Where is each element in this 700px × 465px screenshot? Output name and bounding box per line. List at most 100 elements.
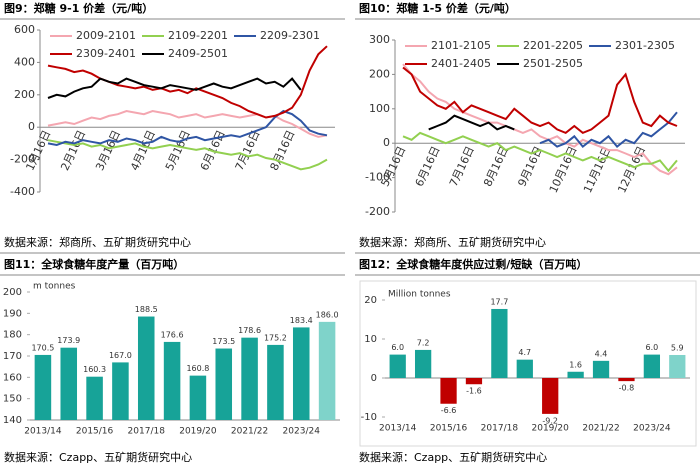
value-label: 4.4: [595, 349, 608, 358]
x-tick-label: 2017/18: [128, 427, 166, 437]
value-label: 160.3: [83, 365, 106, 374]
y-tick-label: -100: [365, 171, 390, 184]
legend-label: 2501-2505: [523, 57, 583, 70]
x-tick-label: 6月16日: [413, 144, 443, 188]
legend-label: 2209-2301: [260, 29, 320, 42]
x-tick-label: 1月16日: [23, 128, 53, 172]
bar: [618, 378, 635, 382]
x-tick-label: 2015/16: [76, 427, 114, 437]
y-tick-label: 300: [369, 33, 390, 46]
x-tick-label: 3月16日: [93, 128, 123, 172]
x-tick-label: 2月16日: [58, 128, 88, 172]
series-line: [402, 63, 678, 176]
bar: [491, 308, 508, 378]
y-tick-label: -10: [361, 412, 377, 423]
x-tick-label: 7月16日: [447, 144, 477, 188]
bar: [440, 378, 457, 404]
x-tick-label: 2013/14: [379, 424, 417, 434]
y-tick-label: 200: [369, 67, 390, 80]
y-tick-label: 20: [364, 295, 377, 306]
value-label: 178.6: [238, 326, 261, 335]
bar: [669, 354, 686, 378]
x-tick-label: 2021/22: [582, 424, 619, 434]
y-tick-label: 190: [3, 308, 22, 319]
bar: [86, 376, 103, 420]
legend-label: 2309-2401: [76, 47, 136, 60]
x-tick-label: 2015/16: [430, 424, 468, 434]
chart-title: 图10：郑糖 1-5 价差（元/吨）: [359, 1, 516, 15]
value-label: 175.2: [264, 333, 287, 342]
source-note: 数据来源：Czapp、五矿期货研究中心: [359, 450, 547, 464]
x-tick-label: 2023/24: [633, 424, 671, 434]
bar: [643, 354, 661, 378]
legend-label: 2201-2205: [523, 39, 583, 52]
x-tick-label: 2021/22: [231, 427, 268, 437]
y-tick-label: 0: [28, 120, 35, 133]
value-label: -0.8: [619, 384, 635, 393]
y-tick-label: -400: [10, 185, 35, 198]
bar: [567, 371, 584, 378]
value-label: 173.5: [212, 337, 235, 346]
value-label: 170.5: [31, 343, 54, 352]
bar: [215, 348, 233, 420]
series-line: [402, 66, 678, 135]
bar: [318, 321, 336, 420]
bar: [60, 347, 78, 420]
y-tick-label: 200: [14, 88, 35, 101]
y-tick-label: 100: [369, 102, 390, 115]
x-tick-label: 10月16日: [547, 144, 580, 195]
series-line: [539, 111, 678, 148]
y-tick-label: -200: [10, 153, 35, 166]
bar: [542, 378, 559, 414]
source-note: 数据来源：郑商所、五矿期货研究中心: [359, 235, 546, 249]
value-label: 176.6: [161, 330, 184, 339]
chart-title: 图11：全球食糖年度产量（百万吨）: [4, 257, 184, 271]
value-label: -1.6: [466, 387, 482, 396]
series-line: [402, 131, 678, 173]
value-label: 160.8: [186, 364, 209, 373]
value-label: 188.5: [135, 305, 158, 314]
bar: [112, 362, 129, 420]
unit-label: Million tonnes: [388, 290, 451, 300]
unit-label: m tonnes: [33, 282, 76, 292]
x-tick-label: 4月16日: [128, 128, 158, 172]
y-tick-label: 0: [371, 373, 377, 384]
value-label: 6.0: [646, 343, 659, 352]
legend-label: 2401-2405: [431, 57, 491, 70]
bar: [465, 378, 483, 385]
chart-title: 图12：全球食糖年度供应过剩/短缺（百万吨）: [359, 257, 587, 271]
x-tick-label: 2017/18: [481, 424, 519, 434]
bar: [34, 354, 52, 420]
source-note: 数据来源：Czapp、五矿期货研究中心: [4, 450, 192, 464]
value-label: 167.0: [109, 351, 132, 360]
value-label: 7.2: [417, 338, 430, 347]
legend-label: 2009-2101: [76, 29, 136, 42]
bar: [516, 359, 533, 378]
bar: [414, 349, 432, 378]
y-tick-label: 150: [3, 394, 22, 405]
y-tick-label: 140: [3, 415, 22, 426]
value-label: -9.2: [542, 416, 558, 425]
bar: [241, 337, 258, 420]
bar: [292, 327, 310, 420]
value-label: 17.7: [490, 297, 508, 306]
series-line: [47, 109, 328, 138]
bar: [389, 354, 406, 378]
series-line: [47, 77, 302, 99]
value-label: 173.9: [57, 336, 80, 345]
value-label: -6.6: [441, 406, 457, 415]
bar: [592, 360, 610, 378]
value-label: 4.7: [518, 348, 531, 357]
x-tick-label: 11月16日: [581, 144, 614, 195]
bar: [163, 341, 181, 420]
value-label: 1.6: [569, 360, 582, 369]
series-line: [47, 45, 328, 119]
x-tick-label: 8月16日: [481, 144, 511, 188]
x-tick-label: 2013/14: [24, 427, 62, 437]
x-tick-label: 5月16日: [163, 128, 193, 172]
series-line: [47, 139, 328, 171]
x-tick-label: 5月16日: [378, 144, 408, 188]
value-label: 186.0: [316, 310, 339, 319]
bar: [189, 375, 207, 420]
